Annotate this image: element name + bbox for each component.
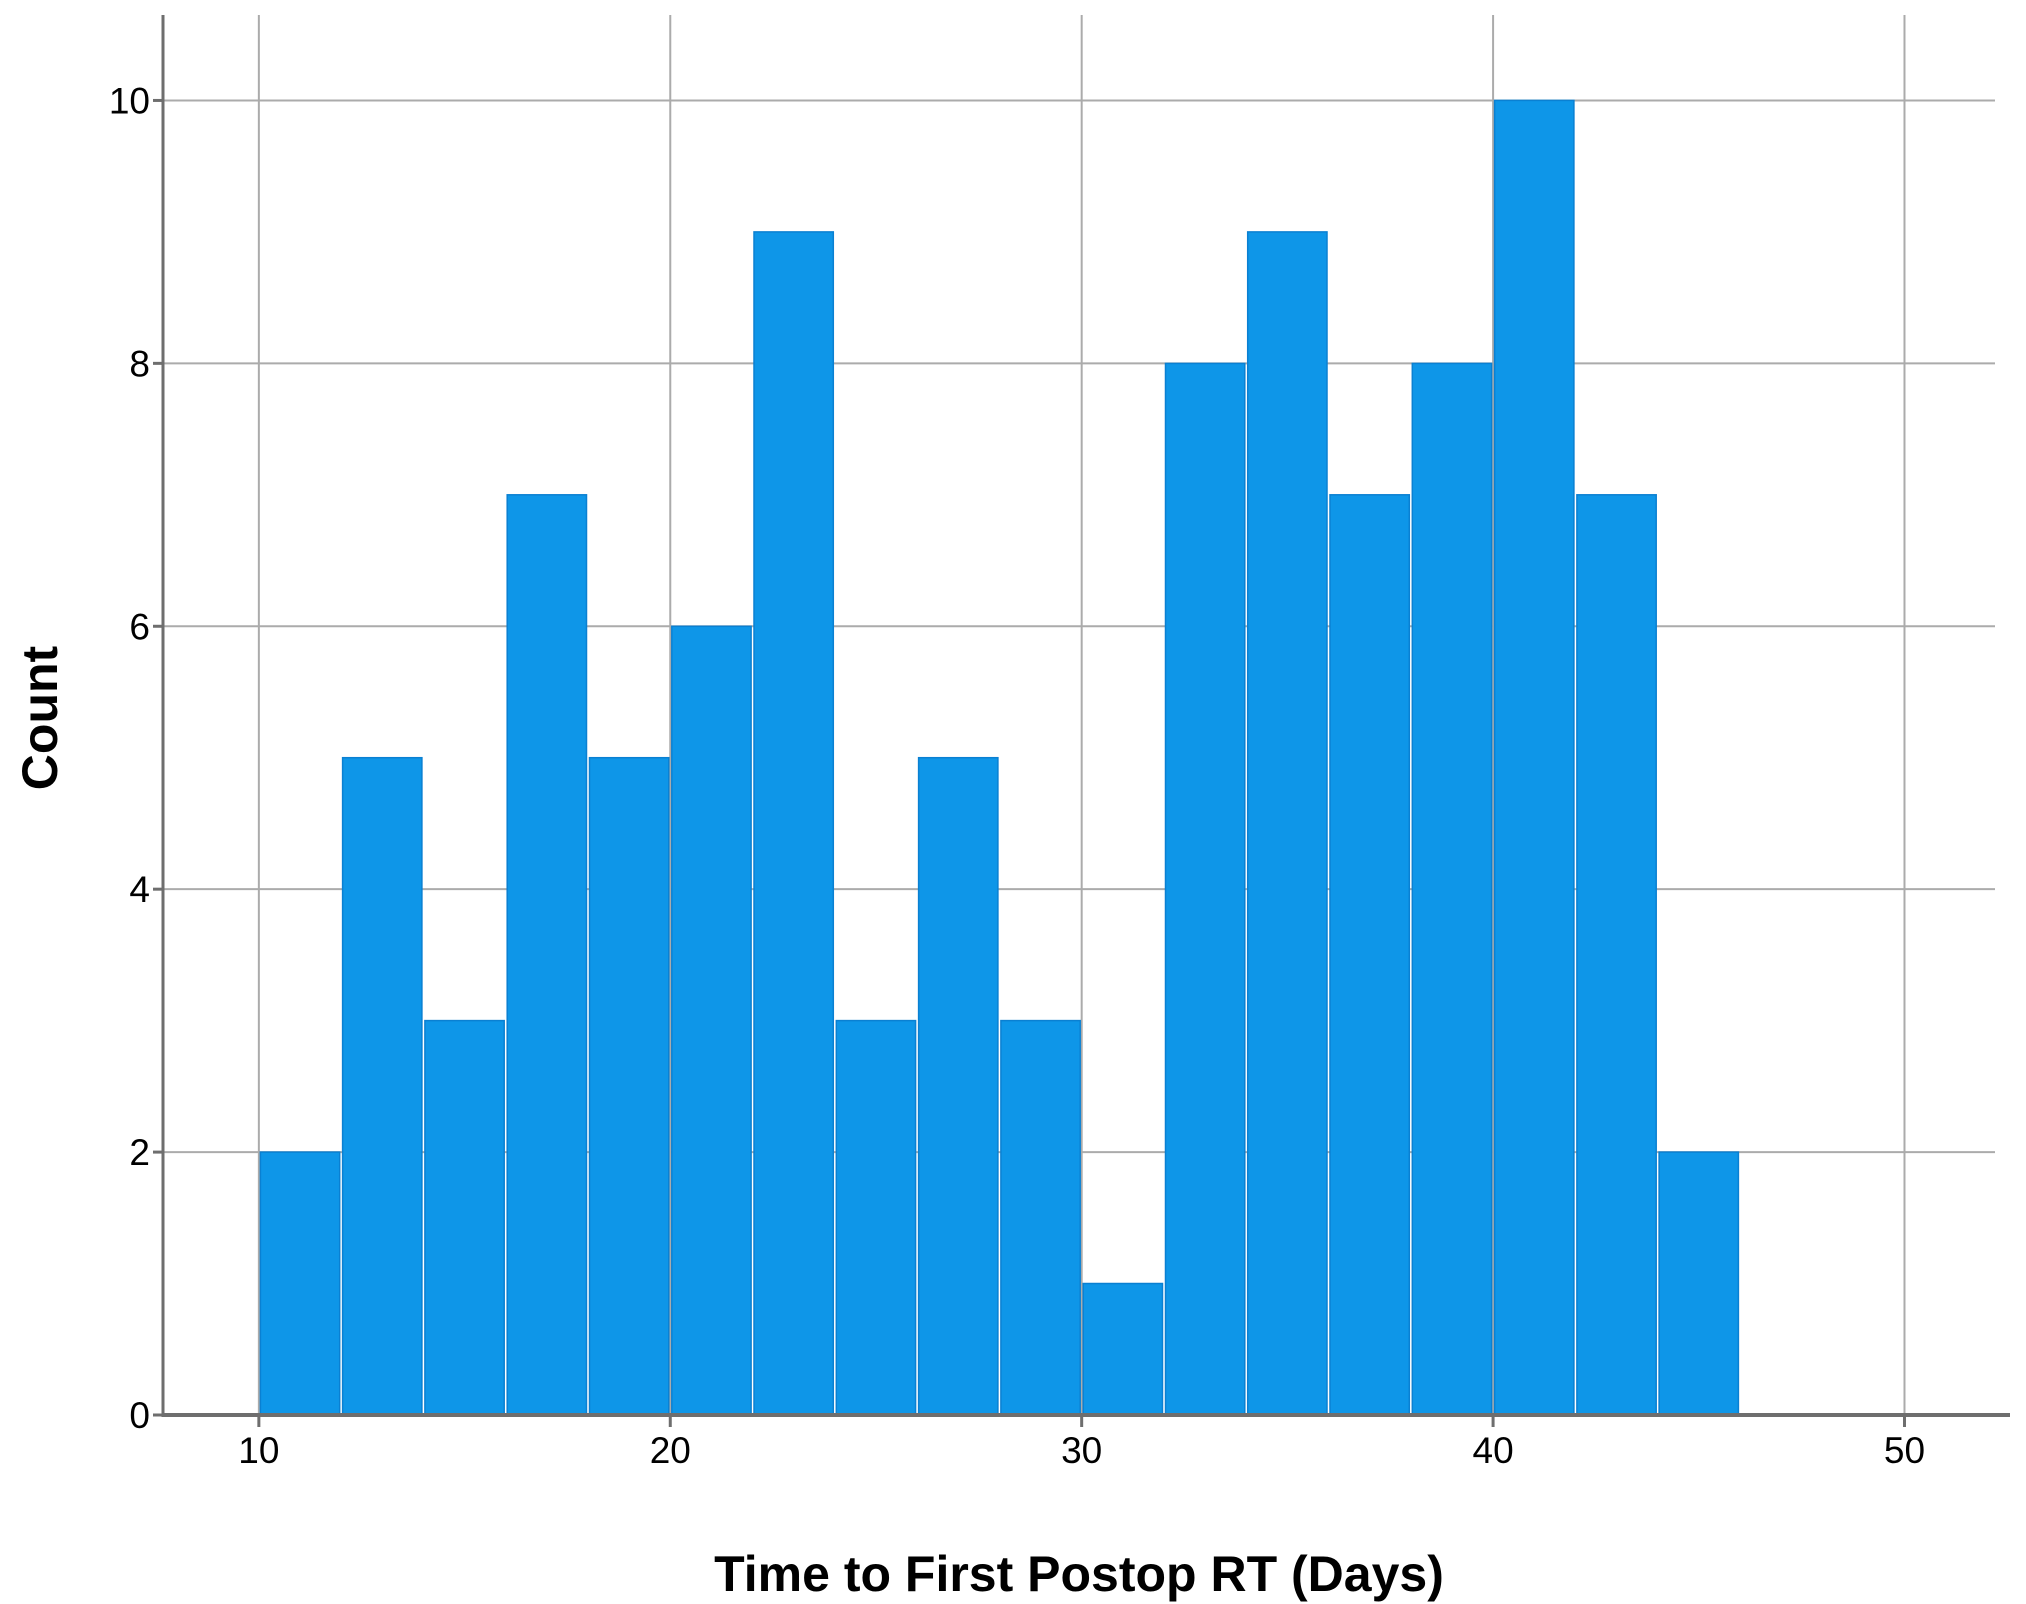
bar-12-14 bbox=[341, 756, 423, 1416]
x-tick-label-10: 10 bbox=[238, 1430, 279, 1471]
bar-20-22 bbox=[671, 625, 752, 1416]
y-tick-label-2: 2 bbox=[129, 1132, 150, 1173]
x-tick-label-30: 30 bbox=[1061, 1430, 1102, 1471]
y-tick-label-8: 8 bbox=[129, 343, 150, 384]
tick-labels: 10 20 30 40 50 0 2 4 6 8 10 bbox=[109, 80, 1925, 1471]
bar-44-46 bbox=[1658, 1151, 1740, 1416]
axes bbox=[153, 15, 2010, 1427]
y-axis-title: Count bbox=[12, 645, 68, 790]
bar-40-42 bbox=[1493, 99, 1575, 1416]
x-axis-title: Time to First Postop RT (Days) bbox=[714, 1546, 1444, 1602]
bar-34-36 bbox=[1246, 231, 1328, 1416]
x-tick-label-50: 50 bbox=[1884, 1430, 1925, 1471]
bar-26-28 bbox=[917, 756, 999, 1416]
bar-24-26 bbox=[835, 1019, 917, 1416]
bar-32-34 bbox=[1164, 362, 1246, 1416]
bar-28-30 bbox=[1000, 1019, 1081, 1416]
bar-42-44 bbox=[1576, 494, 1657, 1416]
bar-38-40 bbox=[1411, 362, 1493, 1416]
bar-22-24 bbox=[753, 231, 835, 1416]
y-tick-label-6: 6 bbox=[129, 606, 150, 647]
y-tick-label-0: 0 bbox=[129, 1395, 150, 1436]
x-tick-label-20: 20 bbox=[650, 1430, 691, 1471]
bar-16-18 bbox=[506, 494, 588, 1416]
bar-36-38 bbox=[1329, 494, 1411, 1416]
bar-18-20 bbox=[588, 756, 670, 1416]
bar-14-16 bbox=[424, 1019, 505, 1416]
histogram-bars bbox=[259, 99, 1740, 1416]
y-tick-label-4: 4 bbox=[129, 869, 150, 910]
y-tick-label-10: 10 bbox=[109, 80, 150, 121]
x-tick-label-40: 40 bbox=[1473, 1430, 1514, 1471]
bar-10-12 bbox=[259, 1151, 341, 1416]
bar-30-32 bbox=[1082, 1282, 1164, 1416]
